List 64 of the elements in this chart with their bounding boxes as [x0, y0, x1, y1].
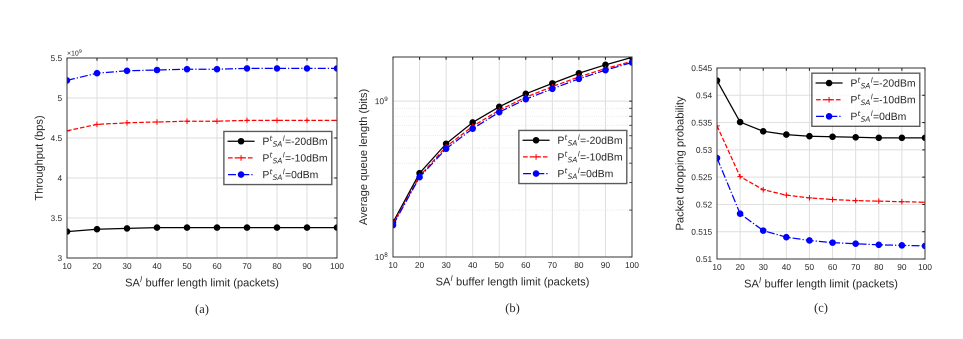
- x-tick-label: 100: [626, 262, 639, 268]
- y-tick-label: 4: [58, 175, 62, 182]
- x-tick-label: 40: [782, 264, 791, 270]
- x-tick-label: 100: [330, 263, 344, 269]
- x-tick-label: 60: [212, 263, 222, 269]
- legend-label: P$^{t}$$_{SA}$$^{l}$=-10dBm: [558, 150, 622, 162]
- y-tick-label: 5: [58, 95, 62, 102]
- legend-label: P$^{t}$$_{SA}$$^{l}$=0dBm: [851, 110, 906, 122]
- x-tick-label: 80: [574, 262, 584, 268]
- y-axis-title: Throughput (bps): [34, 116, 45, 200]
- x-axis-title: SA$^{l}$ buffer length limit (packets): [436, 275, 589, 288]
- x-tick-label: 90: [898, 264, 906, 270]
- x-tick-label: 80: [874, 264, 884, 270]
- legend-label: P$^{t}$$_{SA}$$^{l}$=-20dBm: [851, 77, 915, 88]
- y-tick-label: 3: [58, 255, 62, 262]
- x-tick-label: 90: [601, 262, 610, 268]
- x-tick-label: 60: [828, 264, 837, 270]
- x-tick-label: 20: [415, 262, 424, 268]
- y-tick-label: 0.52: [696, 202, 712, 208]
- text: (a): [196, 304, 208, 316]
- x-tick-label: 10: [389, 262, 398, 268]
- x-tick-label: 50: [494, 262, 504, 268]
- x-tick-label: 20: [736, 264, 744, 270]
- y-tick-label: 5.5: [50, 55, 62, 62]
- x-tick-label: 80: [272, 263, 282, 269]
- x-tick-label: 30: [122, 263, 132, 269]
- x-tick-label: 70: [548, 262, 557, 268]
- x-axis-title: SA$^{l}$ buffer length limit (packets): [126, 276, 278, 289]
- x-tick-label: 70: [242, 263, 252, 269]
- y-axis-title: Average queue length (bits): [358, 90, 370, 226]
- x-tick-label: 100: [918, 264, 932, 270]
- x-tick-label: 50: [182, 263, 192, 269]
- y-tick-label: 3.5: [50, 215, 62, 222]
- x-tick-label: 40: [152, 263, 162, 269]
- x-tick-label: 40: [468, 262, 477, 268]
- x-tick-label: 10: [63, 263, 72, 269]
- x-tick-label: 30: [442, 262, 450, 268]
- x-tick-label: 10: [713, 264, 722, 270]
- text: (b): [506, 303, 520, 315]
- y-axis-title: Packet dropping probability: [675, 96, 686, 230]
- y-tick-label: 0.51: [696, 256, 712, 262]
- legend-label: P$^{t}$$_{SA}$$^{l}$=-20dBm: [263, 135, 327, 147]
- y-tick-label: 0.53: [696, 147, 712, 153]
- y-tick-label: 0.525: [692, 174, 712, 180]
- y-tick-label: 4.5: [50, 135, 62, 142]
- legend-label: P$^{t}$$_{SA}$$^{l}$=-10dBm: [263, 152, 327, 164]
- y-tick-label: 0.545: [692, 65, 712, 72]
- y-tick-label: 0.515: [692, 228, 712, 235]
- y-tick-label: 10$^{8}$: [375, 252, 388, 260]
- x-tick-label: 90: [302, 263, 312, 269]
- legend-label: P$^{t}$$_{SA}$$^{l}$=0dBm: [558, 168, 613, 179]
- x-tick-label: 70: [851, 264, 860, 270]
- legend-label: P$^{t}$$_{SA}$$^{l}$=-10dBm: [851, 94, 915, 106]
- x-axis-title: SA$^{l}$ buffer length limit (packets): [744, 277, 898, 290]
- legend-label: P$^{t}$$_{SA}$$^{l}$=-20dBm: [558, 134, 622, 146]
- x-tick-label: 60: [522, 262, 530, 268]
- y-tick-label: 0.535: [692, 120, 712, 126]
- y-tick-label: 10$^{9}$: [375, 96, 388, 104]
- x-tick-label: 50: [805, 264, 814, 270]
- y-tick-label: 0.54: [696, 92, 712, 98]
- x-tick-label: 20: [92, 263, 102, 269]
- text: (c): [814, 302, 828, 314]
- x-tick-label: 30: [758, 264, 768, 270]
- legend-label: P$^{t}$$_{SA}$$^{l}$=0dBm: [263, 168, 318, 180]
